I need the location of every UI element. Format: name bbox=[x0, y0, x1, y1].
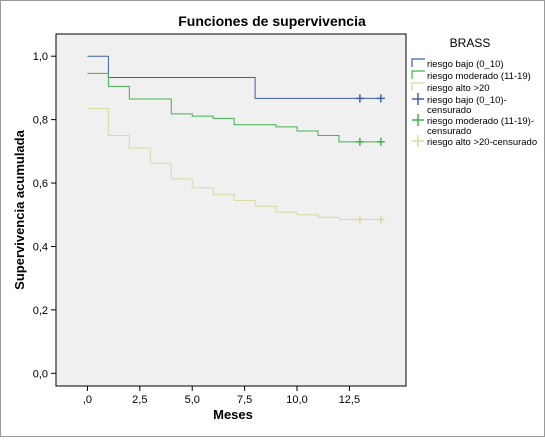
x-tick-label: ,0 bbox=[83, 394, 92, 406]
y-axis-label: Supervivencia acumulada bbox=[12, 129, 27, 289]
chart-title: Funciones de supervivencia bbox=[178, 13, 366, 29]
censor-mark bbox=[355, 137, 364, 146]
censor-mark bbox=[355, 215, 364, 224]
legend-swatch bbox=[411, 70, 425, 79]
legend-label: riesgo moderado (11-19)-censurado bbox=[427, 116, 534, 137]
y-tick-label: 0,0 bbox=[33, 368, 48, 380]
y-tick-label: 0,6 bbox=[33, 178, 48, 190]
x-tick-label: 2,5 bbox=[132, 394, 147, 406]
legend-label: riesgo moderado (11-19) bbox=[427, 71, 531, 82]
series-line-1 bbox=[87, 55, 381, 99]
x-tick-label: 12,5 bbox=[339, 394, 360, 406]
censor-mark bbox=[376, 94, 385, 103]
censor-mark bbox=[376, 137, 385, 146]
legend-item: riesgo alto >20-censurado bbox=[412, 135, 537, 148]
y-axis: 0,0 0,2 0,4 0,6 0,8 1,0 bbox=[33, 51, 56, 380]
x-tick-label: 5,0 bbox=[185, 394, 200, 406]
legend-item: riesgo bajo (0_10) bbox=[411, 58, 504, 70]
x-tick-label: 10,0 bbox=[286, 394, 307, 406]
legend-label: riesgo alto >20-censurado bbox=[427, 137, 537, 148]
legend-label: riesgo bajo (0_10)-censurado bbox=[427, 95, 507, 116]
y-tick-label: 0,8 bbox=[33, 115, 48, 127]
x-axis: ,0 2,5 5,0 7,5 10,0 12,5 bbox=[83, 386, 360, 406]
legend: BRASS riesgo bajo (0_10)riesgo moderado … bbox=[411, 36, 537, 148]
legend-label: riesgo bajo (0_10) bbox=[427, 59, 504, 70]
legend-title: BRASS bbox=[450, 36, 491, 50]
legend-item: riesgo moderado (11-19)-censurado bbox=[412, 114, 534, 137]
x-tick-label: 7,5 bbox=[237, 394, 252, 406]
series-line-3 bbox=[87, 108, 381, 221]
legend-item: riesgo bajo (0_10)-censurado bbox=[412, 93, 507, 116]
censor-mark bbox=[355, 94, 364, 103]
series-line-2 bbox=[87, 72, 381, 143]
legend-label: riesgo alto >20 bbox=[427, 83, 490, 94]
legend-swatch bbox=[411, 82, 425, 91]
x-axis-label: Meses bbox=[213, 407, 253, 422]
censor-layer bbox=[355, 94, 385, 224]
series-layer bbox=[87, 55, 381, 221]
censor-mark bbox=[376, 215, 385, 224]
y-tick-label: 0,2 bbox=[33, 305, 48, 317]
legend-items: riesgo bajo (0_10)riesgo moderado (11-19… bbox=[411, 58, 537, 148]
legend-item: riesgo alto >20 bbox=[411, 82, 490, 94]
plot-area bbox=[55, 33, 407, 387]
legend-swatch bbox=[411, 58, 425, 67]
y-tick-label: 1,0 bbox=[33, 51, 48, 63]
legend-item: riesgo moderado (11-19) bbox=[411, 70, 531, 82]
y-tick-label: 0,4 bbox=[33, 241, 48, 253]
